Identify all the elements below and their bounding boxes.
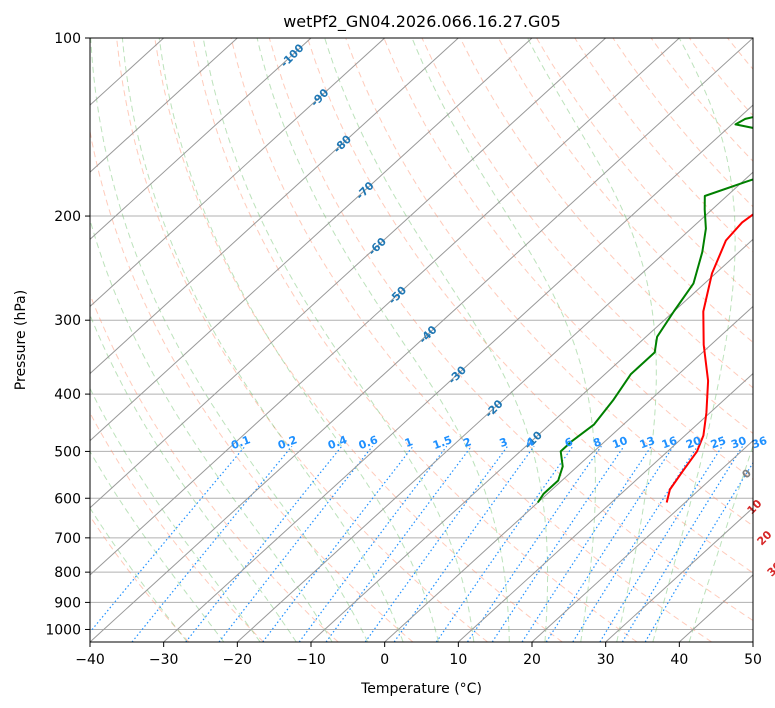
y-axis-label: Pressure (hPa)	[13, 290, 29, 390]
moist-adiabat-line	[254, 25, 509, 642]
plot-area	[0, 25, 775, 642]
x-tick-label: 50	[744, 652, 762, 668]
y-tick-label: 700	[54, 531, 81, 547]
y-tick-label: 100	[54, 31, 81, 47]
mixing-ratio-label: 0.2	[276, 433, 299, 452]
x-axis-label: Temperature (°C)	[360, 681, 482, 697]
moist-adiabat-line	[121, 25, 403, 642]
mixing-ratio-line	[394, 446, 534, 642]
dry-adiabat-label: 20	[755, 528, 775, 548]
moist-adiabat-line	[0, 25, 224, 642]
mixing-ratio-label: 25	[709, 434, 728, 451]
mixing-ratio-label: 1.5	[431, 433, 454, 452]
dry-adiabat-line	[651, 38, 775, 642]
isotherm-line	[16, 38, 679, 642]
mixing-ratio-line	[326, 446, 471, 642]
dry-adiabat-line	[422, 38, 775, 642]
mixing-ratio-label: 13	[638, 434, 657, 451]
y-tick-label: 1000	[45, 622, 81, 638]
x-tick-label: 0	[380, 652, 389, 668]
y-tick-label: 300	[54, 313, 81, 329]
mixing-ratio-line	[492, 446, 624, 642]
dry-adiabat-line	[498, 38, 775, 642]
mixing-ratio-line	[263, 446, 413, 642]
x-tick-label: 10	[449, 652, 467, 668]
mixing-ratio-label: 0.6	[357, 433, 380, 452]
moist-adiabat-line	[38, 25, 297, 642]
y-tick-label: 900	[54, 595, 81, 611]
x-tick-label: 20	[523, 652, 541, 668]
mixing-ratio-label: 0.4	[326, 433, 349, 452]
dry-adiabat-line	[231, 38, 712, 642]
dry-adiabat-line	[78, 38, 413, 642]
mixing-ratio-line	[522, 446, 651, 642]
y-tick-label: 200	[54, 209, 81, 225]
mixing-ratio-label: 10	[611, 434, 630, 452]
x-tick-label: −30	[149, 652, 179, 668]
mixing-ratio-line	[468, 446, 602, 642]
mixing-ratio-label: 30	[729, 434, 748, 452]
mixing-ratio-line	[365, 446, 507, 642]
mixing-ratio-label: 3	[498, 435, 510, 450]
mixing-ratio-label: 16	[660, 434, 679, 452]
dry-adiabat-label: 30	[765, 559, 775, 579]
x-tick-label: −40	[75, 652, 105, 668]
y-tick-label: 600	[54, 491, 81, 507]
mixing-ratio-line	[132, 446, 292, 642]
y-tick-label: 400	[54, 387, 81, 403]
isotherm-line	[0, 38, 458, 642]
mixing-ratio-line	[436, 446, 573, 642]
mixing-ratio-label: 1	[403, 435, 415, 450]
x-tick-label: 40	[670, 652, 688, 668]
dry-adiabat-line	[575, 38, 775, 642]
mixing-ratio-label: 8	[591, 435, 603, 450]
dry-adiabat-line	[2, 38, 264, 642]
x-tick-label: −10	[296, 652, 326, 668]
dry-adiabat-line	[689, 38, 775, 642]
mixing-ratio-line	[82, 446, 245, 642]
moist-adiabat-line	[63, 25, 333, 642]
mixing-ratio-label: 20	[684, 434, 703, 452]
dry-adiabat-line	[193, 38, 637, 642]
line-labels: -100-90-80-70-60-50-40-30-20-100.10.20.4…	[229, 41, 775, 613]
dry-adiabat-line	[766, 38, 775, 642]
moist-adiabat-line	[90, 25, 368, 642]
x-tick-label: 30	[597, 652, 615, 668]
mixing-ratio-label: 2	[461, 435, 473, 450]
mixing-ratio-line	[299, 446, 447, 642]
x-tick-label: −20	[223, 652, 253, 668]
dry-adiabat-label: 10	[745, 497, 765, 517]
mixing-ratio-line	[186, 446, 342, 642]
chart-title: wetPf2_GN04.2026.066.16.27.G05	[283, 12, 561, 32]
y-tick-label: 500	[54, 444, 81, 460]
mixing-ratio-label: 0.1	[229, 433, 252, 452]
dewpoint-profile-line	[538, 38, 775, 503]
isotherm-line	[753, 38, 775, 642]
moist-adiabat-line	[689, 25, 775, 642]
isotherm-line	[0, 38, 606, 642]
temperature-profile-line	[667, 38, 775, 503]
y-tick-label: 800	[54, 565, 81, 581]
mixing-ratio-line	[219, 446, 373, 642]
